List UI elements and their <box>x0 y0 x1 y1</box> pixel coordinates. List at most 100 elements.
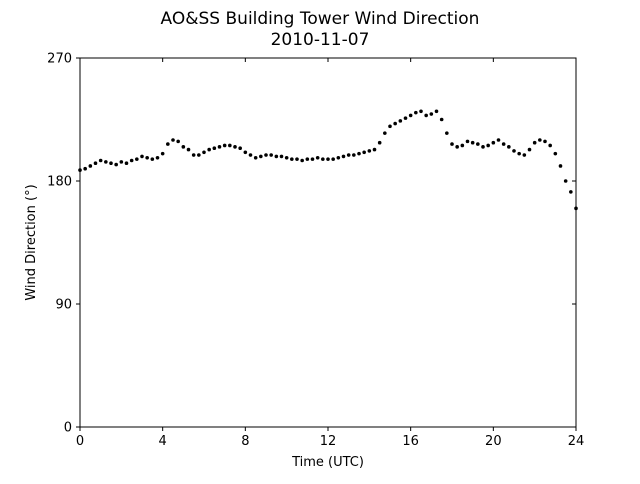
data-point <box>98 158 103 163</box>
data-point <box>491 140 496 145</box>
data-point <box>253 155 258 160</box>
x-tick-label: 20 <box>485 434 502 449</box>
data-point <box>548 143 552 148</box>
data-point <box>83 166 87 171</box>
data-points <box>78 109 578 211</box>
chart-title: AO&SS Building Tower Wind Direction <box>161 9 480 29</box>
data-point <box>346 153 351 157</box>
y-tick-label: 90 <box>55 298 72 313</box>
data-point <box>114 162 118 167</box>
data-point <box>372 147 377 152</box>
data-point <box>104 160 108 164</box>
data-point <box>315 155 320 160</box>
data-point <box>191 153 196 157</box>
data-point <box>377 140 382 145</box>
data-point <box>243 150 248 155</box>
data-point <box>160 151 165 156</box>
data-point <box>569 190 573 194</box>
data-point <box>171 138 175 142</box>
data-point <box>532 140 537 145</box>
data-point <box>135 157 139 161</box>
data-point <box>362 150 366 155</box>
data-point <box>424 113 428 118</box>
data-point <box>207 147 211 152</box>
data-point <box>228 143 232 148</box>
data-point <box>202 150 206 155</box>
data-point <box>186 147 191 152</box>
data-point <box>419 109 423 114</box>
data-point <box>310 157 315 161</box>
data-point <box>145 155 149 160</box>
data-point <box>476 142 480 146</box>
data-point <box>383 131 387 135</box>
data-point <box>331 157 335 161</box>
data-point <box>341 154 346 159</box>
data-point <box>558 164 563 168</box>
data-point <box>403 116 408 120</box>
data-point <box>414 110 418 115</box>
x-tick-label: 8 <box>241 434 249 449</box>
data-point <box>507 145 511 149</box>
data-point <box>181 145 186 149</box>
data-point <box>393 121 397 126</box>
y-tick-label: 180 <box>47 175 72 190</box>
x-tick-label: 12 <box>320 434 337 449</box>
data-point <box>321 157 325 161</box>
data-point <box>259 154 263 159</box>
data-point <box>88 164 93 168</box>
data-point <box>450 142 454 146</box>
data-point <box>305 157 310 161</box>
data-point <box>445 131 449 135</box>
data-point <box>166 142 170 146</box>
data-point <box>517 151 521 156</box>
data-point <box>538 138 542 142</box>
data-point <box>274 154 279 159</box>
plot-frame <box>79 57 577 428</box>
data-point <box>367 149 372 153</box>
data-point <box>553 151 558 156</box>
x-tick-label: 24 <box>568 434 585 449</box>
data-point <box>212 146 217 150</box>
y-tick-label: 0 <box>64 421 72 436</box>
data-point <box>176 139 180 144</box>
data-point <box>398 119 403 123</box>
x-tick-label: 4 <box>159 434 167 449</box>
data-point <box>238 146 242 150</box>
data-point <box>93 161 98 166</box>
data-point <box>119 160 124 164</box>
data-point <box>481 145 485 149</box>
data-point <box>326 157 330 161</box>
data-point <box>233 145 237 149</box>
data-point <box>140 154 144 159</box>
data-point <box>563 179 568 183</box>
data-point <box>408 113 413 118</box>
data-point <box>543 139 547 144</box>
data-point <box>155 155 160 160</box>
data-point <box>429 112 434 116</box>
data-point <box>388 124 392 129</box>
y-tick-label: 270 <box>47 52 72 67</box>
data-point <box>248 153 253 157</box>
data-point <box>460 143 465 148</box>
data-point <box>109 161 113 166</box>
data-point <box>455 145 459 149</box>
data-point <box>352 153 356 157</box>
axis-ticks: 0 4 8 12 16 20 24 0 90 180 270 <box>47 52 584 450</box>
data-point <box>470 140 475 145</box>
data-point <box>501 142 506 146</box>
data-point <box>295 157 299 161</box>
data-point <box>465 139 470 144</box>
data-point <box>150 157 155 161</box>
data-point <box>124 161 129 166</box>
data-point <box>269 153 273 157</box>
data-point <box>222 143 227 148</box>
data-point <box>486 143 490 148</box>
data-point <box>357 151 361 156</box>
data-point <box>300 158 304 163</box>
data-point <box>336 155 341 160</box>
data-point <box>522 153 527 157</box>
data-point <box>279 154 284 159</box>
data-point <box>217 145 222 149</box>
x-tick-label: 16 <box>402 434 419 449</box>
